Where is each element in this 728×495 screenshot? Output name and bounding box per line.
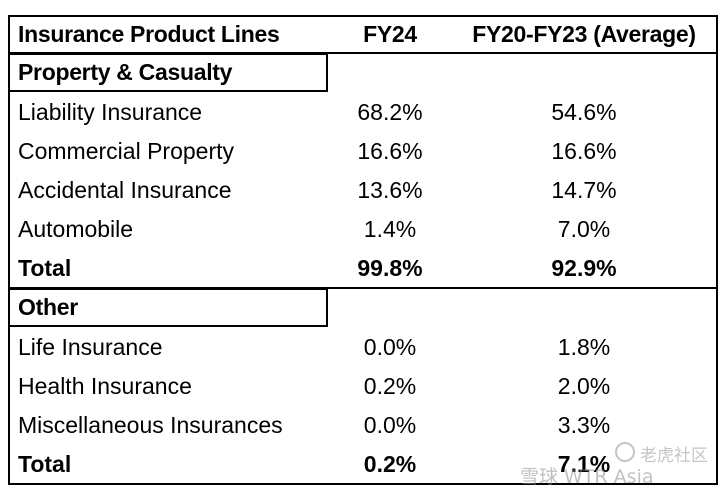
total-fy24: 0.2% (363, 451, 417, 477)
section-title-label: Other (18, 294, 78, 320)
row-fy24: 16.6% (357, 138, 423, 164)
row-fy24: 68.2% (357, 99, 423, 125)
row-label: Life Insurance (18, 334, 163, 360)
header-divider (8, 52, 718, 54)
row-fy24: 0.0% (363, 412, 417, 438)
total-row-other: Total 0.2% 7.1% (8, 445, 718, 484)
row-label: Health Insurance (18, 373, 192, 399)
total-average: 7.1% (557, 451, 611, 477)
row-average: 16.6% (551, 138, 617, 164)
tiger-logo-icon (615, 442, 635, 462)
table-row: Health Insurance 0.2% 2.0% (8, 367, 718, 406)
total-label: Total (18, 451, 72, 477)
table-row: Automobile 1.4% 7.0% (8, 210, 718, 249)
row-average: 54.6% (551, 99, 617, 125)
total-average: 92.9% (551, 255, 617, 281)
row-fy24: 0.2% (363, 373, 417, 399)
table-row: Liability Insurance 68.2% 54.6% (8, 93, 718, 132)
row-label: Commercial Property (18, 138, 234, 164)
row-label: Accidental Insurance (18, 177, 232, 203)
section-divider (8, 287, 718, 289)
table-row: Commercial Property 16.6% 16.6% (8, 132, 718, 171)
table-header: Insurance Product Lines FY24 FY20-FY23 (… (8, 15, 718, 54)
row-average: 3.3% (557, 412, 611, 438)
row-label: Miscellaneous Insurances (18, 412, 283, 438)
total-fy24: 99.8% (357, 255, 423, 281)
header-product-lines: Insurance Product Lines (18, 21, 280, 47)
section-title-property-casualty: Property & Casualty (8, 53, 328, 92)
section-title-label: Property & Casualty (18, 59, 233, 85)
row-fy24: 1.4% (363, 216, 417, 242)
table-frame (8, 15, 718, 485)
total-label: Total (18, 255, 72, 281)
total-row-property-casualty: Total 99.8% 92.9% (8, 249, 718, 288)
row-average: 14.7% (551, 177, 617, 203)
row-label: Automobile (18, 216, 134, 242)
row-label: Liability Insurance (18, 99, 203, 125)
row-average: 1.8% (557, 334, 611, 360)
header-fy20-fy23-average: FY20-FY23 (Average) (472, 21, 696, 47)
row-fy24: 13.6% (357, 177, 423, 203)
table-row: Accidental Insurance 13.6% 14.7% (8, 171, 718, 210)
header-fy24: FY24 (363, 21, 417, 47)
watermark-tiger-community: 老虎社区 (640, 446, 708, 466)
row-average: 2.0% (557, 373, 611, 399)
watermark-xueqiu: 雪球 WTR Asia (520, 466, 654, 488)
row-average: 7.0% (557, 216, 611, 242)
section-title-other: Other (8, 288, 328, 327)
table-row: Life Insurance 0.0% 1.8% (8, 328, 718, 367)
row-fy24: 0.0% (363, 334, 417, 360)
table-row: Miscellaneous Insurances 0.0% 3.3% (8, 406, 718, 445)
